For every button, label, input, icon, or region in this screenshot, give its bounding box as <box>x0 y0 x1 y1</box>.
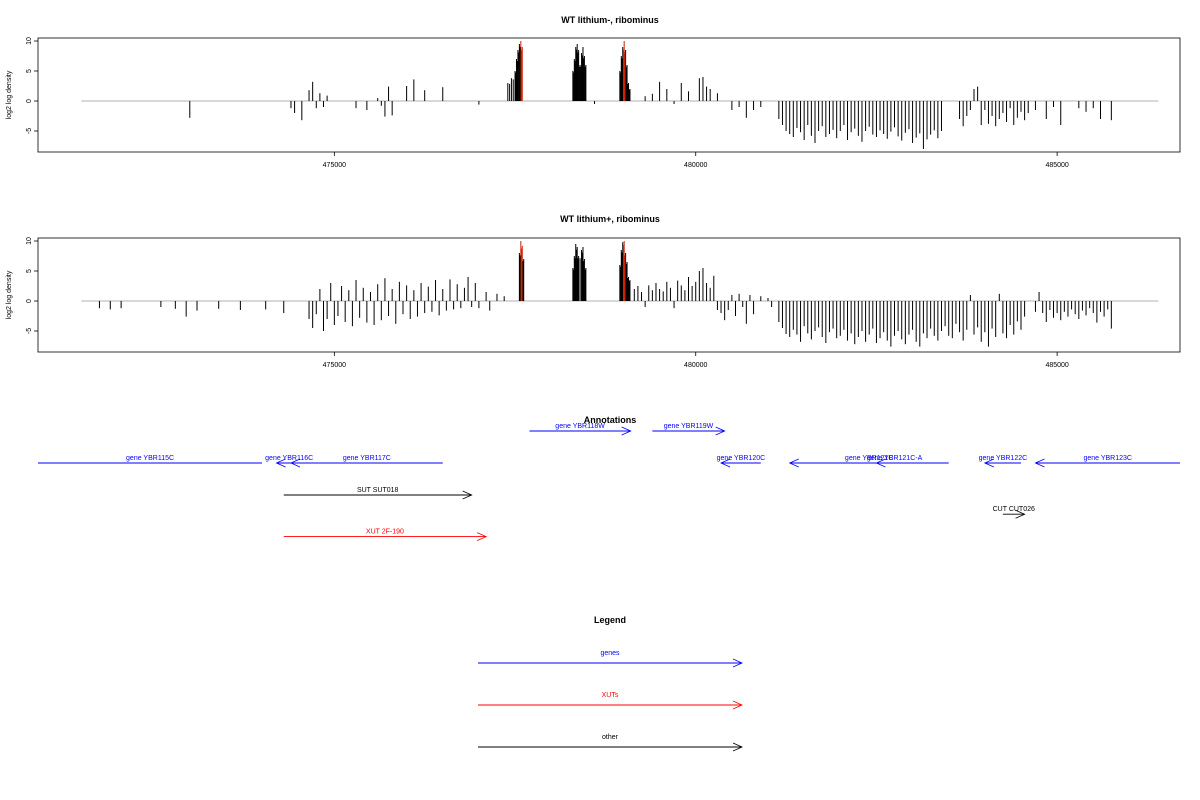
legend-entry-xuts: XUTs <box>478 692 743 710</box>
track-title-lithium-minus: WT lithium-, ribominus <box>561 15 659 25</box>
legend-entry-genes: genes <box>478 650 743 668</box>
annotations-panel: Annotations gene YBR115C gene YBR116C gene… <box>38 415 1180 541</box>
y-tick-label: -5 <box>26 328 33 334</box>
annotation-feature: gene YBR121C <box>788 455 949 468</box>
feature-label: gene YBR122C <box>979 455 1028 462</box>
annotation-feature: gene YBR123C <box>1034 455 1180 468</box>
arrowhead <box>983 458 995 468</box>
arrowhead <box>732 700 743 710</box>
annotation-feature: gene YBR116C <box>265 455 313 468</box>
annotation-feature: gene YBR120C <box>717 455 766 468</box>
annotation-feature: gene YBR117C <box>289 455 443 468</box>
arrowhead <box>289 458 301 468</box>
x-tick-label: 485000 <box>1045 162 1068 169</box>
y-tick-label: 0 <box>26 299 33 303</box>
x-tick-label: 480000 <box>684 362 707 369</box>
annotation-feature: CUT CUT026 <box>993 506 1035 519</box>
arrowhead <box>720 458 731 468</box>
arrowhead <box>621 426 632 436</box>
annotation-feature: gene YBR115C <box>38 455 263 464</box>
annotations-title: Annotations <box>584 415 637 425</box>
y-axis-label-lithium-minus: log2 log density <box>6 70 13 119</box>
plot-frame-lithium-minus <box>37 37 1181 153</box>
arrowhead <box>275 458 286 468</box>
arrowhead <box>732 658 743 668</box>
density-bars <box>189 41 1112 149</box>
legend-label: other <box>602 734 619 741</box>
arrowhead <box>788 458 799 468</box>
feature-label: gene YBR115C <box>126 455 174 462</box>
y-axis-ticks: -5 0 5 10 <box>26 237 38 334</box>
feature-label: gene YBR118W <box>555 423 605 430</box>
x-tick-label: 485000 <box>1045 362 1068 369</box>
legend-label: genes <box>600 650 620 657</box>
arrowhead <box>1015 509 1026 519</box>
track-panel-lithium-plus: WT lithium+, ribominus log2 log density … <box>6 214 1181 369</box>
y-tick-label: 0 <box>26 99 33 103</box>
x-tick-label: 475000 <box>323 162 346 169</box>
feature-label: gene YBR119W <box>664 423 714 430</box>
y-tick-label: 5 <box>26 69 33 73</box>
y-tick-label: -5 <box>26 128 33 134</box>
annotation-features: gene YBR115C gene YBR116C gene YBR117C gene… <box>38 423 1180 541</box>
legend-entry-other: other <box>478 734 743 752</box>
arrowhead <box>732 742 743 752</box>
arrowhead <box>1034 458 1045 468</box>
arrowhead <box>476 532 488 541</box>
feature-label: XUT 2F-190 <box>366 529 404 536</box>
feature-label: gene YBR117C <box>343 455 391 462</box>
feature-label: gene YBR121C <box>845 455 894 462</box>
feature-label: gene YBR123C <box>1083 455 1132 462</box>
annotation-feature: SUT SUT018 <box>283 487 473 500</box>
legend-entries: genes XUTs other <box>478 650 743 752</box>
x-axis-ticks: 475000 480000 485000 <box>323 352 1069 369</box>
feature-label: CUT CUT026 <box>993 506 1035 513</box>
arrowhead <box>462 490 473 500</box>
plot-frame-lithium-plus <box>37 237 1181 353</box>
feature-label: gene YBR120C <box>717 455 766 462</box>
x-axis-ticks: 475000 480000 485000 <box>323 152 1069 169</box>
feature-label: gene YBR121C-A <box>867 455 923 462</box>
x-tick-label: 475000 <box>323 362 346 369</box>
y-axis-label-lithium-plus: log2 log density <box>6 270 13 319</box>
legend-panel: Legend genes XUTs other <box>478 615 743 752</box>
annotation-feature: gene YBR121C-A <box>867 455 923 468</box>
track-title-lithium-plus: WT lithium+, ribominus <box>560 214 660 224</box>
y-tick-label: 10 <box>26 37 33 45</box>
annotation-feature: XUT 2F-190 <box>283 529 488 541</box>
feature-label: SUT SUT018 <box>357 487 399 494</box>
density-bars <box>98 241 1112 347</box>
y-tick-label: 5 <box>26 269 33 273</box>
legend-title: Legend <box>594 615 626 625</box>
arrowhead <box>875 458 886 468</box>
arrowhead <box>715 426 726 436</box>
y-tick-label: 10 <box>26 237 33 245</box>
annotation-feature: gene YBR122C <box>979 455 1028 468</box>
annotation-feature: gene YBR118W <box>529 423 632 436</box>
x-tick-label: 480000 <box>684 162 707 169</box>
legend-label: XUTs <box>602 692 619 699</box>
annotation-feature: gene YBR119W <box>652 423 726 436</box>
feature-label: gene YBR116C <box>265 455 313 462</box>
track-panel-lithium-minus: WT lithium-, ribominus log2 log density … <box>6 15 1181 169</box>
y-axis-ticks: -5 0 5 10 <box>26 37 38 134</box>
